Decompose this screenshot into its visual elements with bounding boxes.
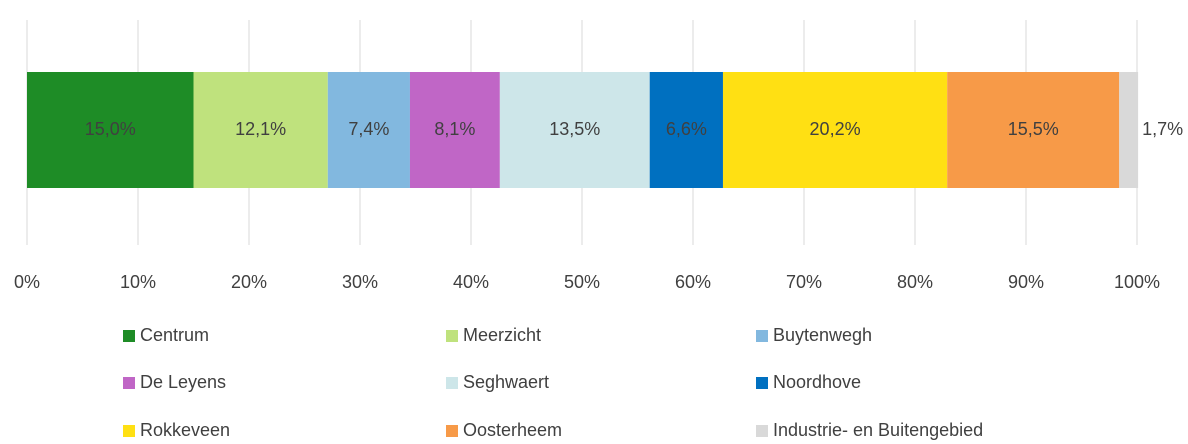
legend-swatch (756, 425, 768, 437)
bar-segment (649, 72, 723, 188)
bar-segment (947, 72, 1120, 188)
x-tick-label: 30% (342, 272, 378, 292)
data-label: 20,2% (810, 119, 861, 139)
data-label: 7,4% (348, 119, 389, 139)
x-tick-label: 100% (1114, 272, 1160, 292)
legend-swatch (123, 425, 135, 437)
legend-swatch (756, 377, 768, 389)
bar-segment (722, 72, 948, 188)
bar-segment (409, 72, 500, 188)
legend-label: Industrie- en Buitengebied (773, 420, 983, 440)
data-label: 8,1% (434, 119, 475, 139)
legend-label: Seghwaert (463, 372, 549, 392)
x-tick-label: 0% (14, 272, 40, 292)
data-label: 12,1% (235, 119, 286, 139)
legend-swatch (123, 330, 135, 342)
legend-label: Noordhove (773, 372, 861, 392)
bar-segment (1119, 72, 1139, 188)
x-tick-label: 70% (786, 272, 822, 292)
x-tick-label: 60% (675, 272, 711, 292)
legend-swatch (123, 377, 135, 389)
bar-segment (193, 72, 328, 188)
bar-segment (327, 72, 410, 188)
bar-segment (499, 72, 650, 188)
x-tick-label: 40% (453, 272, 489, 292)
x-tick-label: 90% (1008, 272, 1044, 292)
legend-label: Oosterheem (463, 420, 562, 440)
legend-label: Rokkeveen (140, 420, 230, 440)
data-label: 15,0% (85, 119, 136, 139)
bar-segment (27, 72, 194, 188)
legend-label: De Leyens (140, 372, 226, 392)
x-tick-label: 80% (897, 272, 933, 292)
data-label: 15,5% (1008, 119, 1059, 139)
legend-label: Meerzicht (463, 325, 541, 345)
x-tick-label: 20% (231, 272, 267, 292)
data-label: 6,6% (666, 119, 707, 139)
legend-label: Centrum (140, 325, 209, 345)
legend-label: Buytenwegh (773, 325, 872, 345)
x-tick-label: 10% (120, 272, 156, 292)
legend-swatch (756, 330, 768, 342)
x-tick-label: 50% (564, 272, 600, 292)
data-label: 1,7% (1142, 119, 1183, 139)
legend-swatch (446, 330, 458, 342)
data-label: 13,5% (549, 119, 600, 139)
legend-swatch (446, 425, 458, 437)
legend-swatch (446, 377, 458, 389)
